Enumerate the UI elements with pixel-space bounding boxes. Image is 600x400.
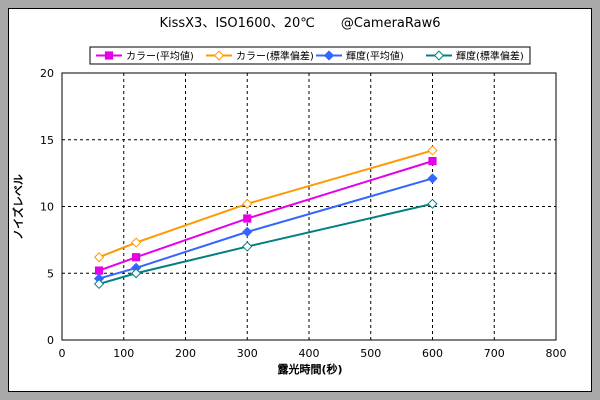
data-point <box>130 237 142 248</box>
data-point <box>242 241 253 252</box>
series-4 <box>93 198 438 290</box>
legend-item: 輝度(平均値) <box>316 50 404 63</box>
legend-label: 輝度(標準偏差) <box>456 50 524 63</box>
legend-label: カラー(平均値) <box>126 50 194 63</box>
legend-swatch-marker <box>213 50 225 61</box>
data-point <box>427 198 438 209</box>
series-1 <box>94 157 437 275</box>
x-tick-label: 200 <box>175 347 196 360</box>
data-point <box>242 226 253 237</box>
series-line <box>98 177 433 280</box>
series-line <box>98 149 433 259</box>
legend-item: 輝度(標準偏差) <box>426 50 524 63</box>
series-2 <box>93 145 438 263</box>
x-tick-label: 800 <box>546 347 567 360</box>
plot-area: 0 100 200 300 400 500 600 700 800 0 5 10 15 20 <box>40 67 567 360</box>
x-tick-label: 400 <box>299 347 320 360</box>
legend-box <box>89 46 531 65</box>
data-point <box>428 157 437 166</box>
x-axis-label: 露光時間(秒) <box>277 362 342 376</box>
y-axis-label: ノイズレベル <box>11 174 25 240</box>
legend-item: カラー(平均値) <box>96 50 194 63</box>
data-point <box>243 214 252 223</box>
series-line <box>98 202 433 285</box>
x-tick-label: 600 <box>422 347 443 360</box>
y-tick-label: 0 <box>47 334 54 347</box>
data-point <box>130 268 142 279</box>
chart-title: KissX3、ISO1600、20℃ @CameraRaw6 <box>159 16 440 31</box>
data-point <box>242 198 253 209</box>
legend: カラー(平均値) カラー(標準偏差) 輝度(平均値) 輝度(標準偏差) <box>89 46 531 65</box>
legend-item: カラー(標準偏差) <box>206 50 314 63</box>
y-tick-label: 5 <box>47 267 54 280</box>
y-tick-label: 10 <box>40 201 54 214</box>
data-point <box>132 253 141 262</box>
x-tick-label: 700 <box>484 347 505 360</box>
series-3 <box>93 173 438 284</box>
y-tick-label: 20 <box>40 67 54 80</box>
x-tick-label: 0 <box>59 347 66 360</box>
legend-swatch-marker <box>104 51 114 60</box>
data-point <box>93 252 105 263</box>
x-tick-label: 500 <box>360 347 381 360</box>
data-point <box>93 278 105 290</box>
legend-label: 輝度(平均値) <box>346 50 404 63</box>
data-point <box>427 145 438 156</box>
x-tick-label: 300 <box>237 347 258 360</box>
series-line <box>98 160 433 272</box>
legend-label: カラー(標準偏差) <box>236 50 314 63</box>
legend-swatch-marker <box>433 50 445 61</box>
legend-swatch-marker <box>323 50 335 61</box>
x-tick-label: 100 <box>113 347 134 360</box>
data-point <box>427 173 438 184</box>
data-point <box>94 266 104 275</box>
y-tick-label: 15 <box>40 134 54 147</box>
